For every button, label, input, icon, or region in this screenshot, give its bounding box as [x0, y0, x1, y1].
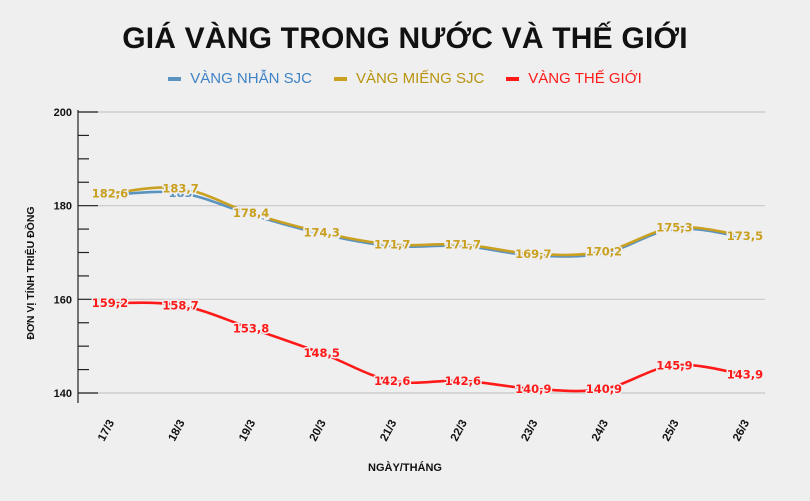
- data-label: 142,6: [445, 374, 481, 388]
- data-label: 158,7: [162, 298, 198, 312]
- x-tick-label: 21/3: [378, 418, 399, 443]
- legend-item-mieng-sjc: VÀNG MIẾNG SJC: [333, 70, 485, 87]
- y-axis-label: ĐƠN VỊ TÍNH TRIỆU ĐỒNG: [25, 206, 37, 340]
- data-label: 159,2: [92, 296, 128, 310]
- data-labels: 182,6 183 178,4 174,3 171,7 171,7 169,7 170,2 17…: [90, 180, 764, 397]
- data-label: 178,4: [233, 206, 269, 220]
- legend-swatch-mieng-sjc: [333, 76, 347, 81]
- x-tick-label: 23/3: [519, 418, 540, 443]
- y-tick-label: 140: [54, 388, 72, 400]
- data-label: 183,7: [162, 181, 198, 195]
- data-label: 169,7: [515, 248, 551, 262]
- data-label: 178,4: [233, 208, 269, 222]
- data-label: 182,6: [92, 188, 128, 202]
- data-label: 175,3: [656, 221, 692, 235]
- x-tick-label: 24/3: [590, 418, 611, 443]
- series-line-1: [109, 186, 746, 257]
- x-axis: 17/3 18/3 19/3 20/3 21/3 22/3 23/3 24/3 25/3 26/3: [96, 418, 752, 443]
- x-tick-label: 18/3: [167, 418, 188, 443]
- legend-swatch-the-gioi: [506, 76, 520, 81]
- legend-swatch-nhan-sjc: [168, 76, 182, 81]
- data-label: 170,2: [586, 246, 622, 260]
- legend-item-nhan-sjc: VÀNG NHẪN SJC: [168, 70, 312, 87]
- x-axis-label: NGÀY/THÁNG: [368, 462, 442, 474]
- x-tick-label: 25/3: [660, 418, 681, 443]
- data-label: 171,7: [374, 239, 410, 253]
- data-label: 140,9: [515, 382, 551, 396]
- data-label: 183: [169, 186, 193, 200]
- y-axis: 140 160 180 200: [54, 107, 98, 403]
- legend-item-the-gioi: VÀNG THẾ GIỚI: [506, 70, 642, 87]
- data-label: 148,5: [303, 346, 339, 360]
- series-line-0: [109, 190, 746, 258]
- data-label: 173,5: [727, 229, 763, 243]
- x-tick-label: 22/3: [449, 418, 470, 443]
- data-label: 171,7: [445, 238, 481, 252]
- series-line-2: [109, 301, 746, 393]
- legend-label-nhan-sjc: VÀNG NHẪN SJC: [190, 70, 312, 87]
- data-label: 171,7: [445, 239, 481, 253]
- data-label: 142,6: [374, 374, 410, 388]
- data-label: 140,9: [586, 382, 622, 396]
- data-label: 171,7: [374, 238, 410, 252]
- legend-label-the-gioi: VÀNG THẾ GIỚI: [528, 70, 642, 87]
- data-label: 173,5: [727, 231, 763, 245]
- x-tick-label: 19/3: [237, 418, 258, 443]
- gridlines: [78, 111, 765, 394]
- data-label: 153,8: [233, 321, 269, 335]
- chart-title: GIÁ VÀNG TRONG NƯỚC VÀ THẾ GIỚI: [122, 22, 688, 55]
- data-label: 143,9: [727, 368, 763, 382]
- data-label: 174,3: [303, 227, 339, 241]
- y-tick-label: 180: [54, 201, 72, 213]
- x-tick-label: 20/3: [308, 418, 329, 443]
- legend: VÀNG NHẪN SJC VÀNG MIẾNG SJC VÀNG THẾ GI…: [0, 70, 810, 87]
- legend-label-mieng-sjc: VÀNG MIẾNG SJC: [355, 70, 485, 87]
- data-label: 145,9: [656, 358, 692, 372]
- y-tick-label: 160: [54, 294, 72, 306]
- x-tick-label: 17/3: [96, 418, 117, 443]
- y-tick-label: 200: [54, 107, 72, 119]
- data-label: 170,2: [586, 245, 622, 259]
- data-label: 174,3: [303, 225, 339, 239]
- series-lines: [109, 186, 746, 393]
- data-label: 182,6: [92, 186, 128, 200]
- x-tick-label: 26/3: [731, 418, 752, 443]
- data-label: 175,3: [656, 222, 692, 236]
- data-label: 169,7: [515, 247, 551, 261]
